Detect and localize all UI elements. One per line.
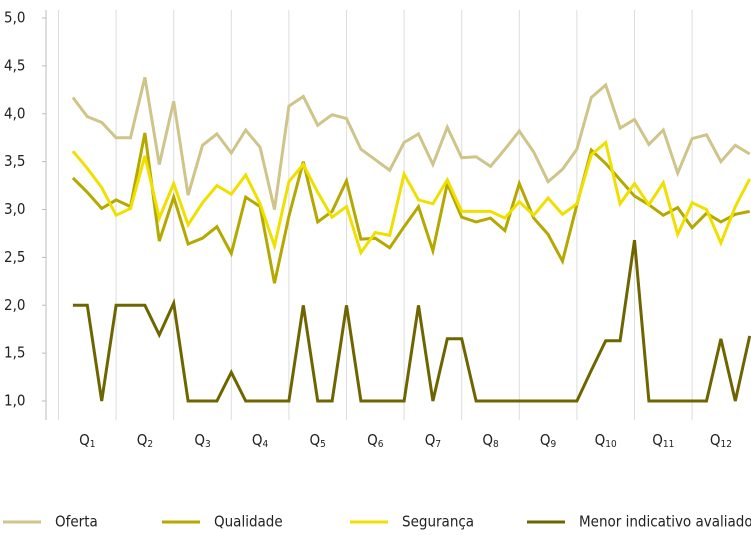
x-tick-letter: Q — [710, 431, 721, 449]
x-tick-letter: Q — [252, 431, 263, 449]
x-tick-letter: Q — [595, 431, 606, 449]
y-tick-label: 1,0 — [4, 392, 25, 410]
x-tick-letter: Q — [425, 431, 436, 449]
x-tick-letter: Q — [652, 431, 663, 449]
x-tick-subscript: 1 — [90, 439, 96, 450]
x-tick-label: Q3 — [194, 431, 210, 451]
x-tick-label: Q9 — [540, 431, 557, 451]
series-line — [71, 77, 751, 210]
x-tick-letter: Q — [482, 431, 493, 449]
legend-label: Menor indicativo avaliado — [579, 513, 751, 531]
x-tick-subscript: 11 — [663, 439, 674, 450]
legend-label: Segurança — [402, 513, 474, 531]
x-tick-label: Q1 — [79, 431, 95, 451]
series-line — [71, 132, 750, 284]
x-tick-subscript: 12 — [720, 439, 731, 450]
x-tick-label: Q10 — [595, 431, 617, 451]
x-tick-label: Q6 — [367, 431, 384, 451]
y-tick-label: 5,0 — [4, 9, 25, 27]
series-line — [72, 239, 751, 403]
x-tick-subscript: 10 — [605, 439, 617, 450]
x-tick-subscript: 4 — [263, 439, 269, 450]
x-tick-subscript: 2 — [147, 439, 153, 450]
x-tick-subscript: 6 — [378, 439, 384, 450]
x-tick-label: Q11 — [652, 431, 674, 451]
x-tick-subscript: 7 — [435, 439, 441, 450]
x-tick-subscript: 3 — [205, 439, 211, 450]
series-line — [71, 139, 751, 256]
x-tick-letter: Q — [79, 431, 90, 449]
x-tick-subscript: 9 — [551, 439, 557, 450]
x-tick-label: Q2 — [137, 431, 153, 451]
legend-label: Qualidade — [214, 513, 283, 531]
x-tick-letter: Q — [310, 431, 321, 449]
y-tick-label: 4,0 — [4, 104, 25, 122]
y-tick-label: 2,5 — [4, 248, 25, 266]
x-tick-subscript: 8 — [493, 439, 499, 450]
legend-label: Oferta — [55, 513, 98, 531]
y-tick-label: 3,0 — [4, 200, 25, 218]
y-tick-label: 1,5 — [4, 344, 25, 362]
y-tick-label: 2,0 — [4, 296, 25, 314]
x-tick-label: Q8 — [482, 431, 499, 451]
x-tick-letter: Q — [137, 431, 148, 449]
x-tick-subscript: 5 — [320, 439, 326, 450]
y-tick-label: 3,5 — [4, 152, 25, 170]
y-tick-label: 4,5 — [4, 56, 25, 74]
x-tick-label: Q7 — [425, 431, 441, 451]
x-tick-letter: Q — [540, 431, 551, 449]
x-tick-label: Q5 — [310, 431, 326, 451]
x-tick-letter: Q — [367, 431, 378, 449]
x-tick-label: Q12 — [710, 431, 732, 451]
x-tick-label: Q4 — [252, 431, 269, 451]
x-tick-letter: Q — [194, 431, 205, 449]
